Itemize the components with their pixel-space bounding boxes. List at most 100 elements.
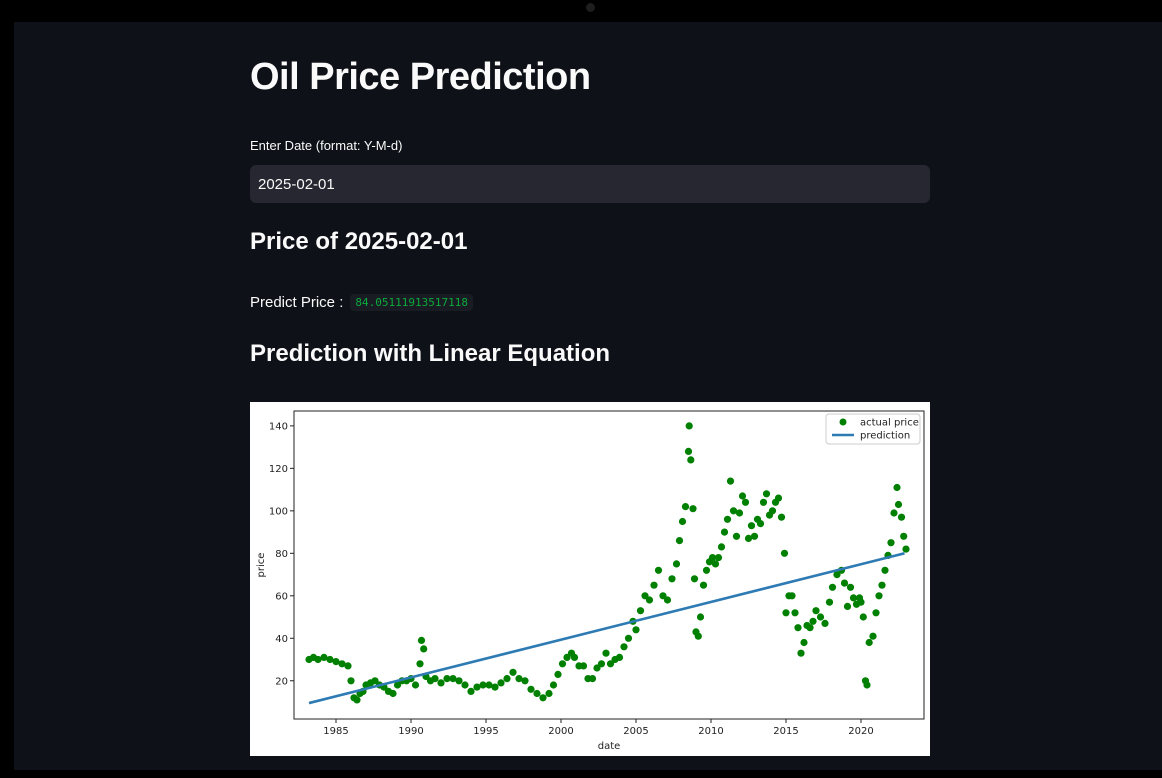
- data-point: [809, 617, 817, 625]
- data-point: [389, 689, 397, 698]
- data-point: [875, 592, 883, 600]
- data-point: [684, 447, 693, 455]
- data-point: [416, 660, 424, 668]
- data-point: [747, 522, 756, 530]
- data-point: [777, 513, 786, 521]
- data-point: [881, 566, 889, 574]
- data-point: [894, 500, 903, 509]
- data-point: [654, 566, 663, 574]
- data-point: [897, 513, 906, 521]
- data-point: [411, 681, 420, 689]
- y-axis: 20 40 60 80 100 120 140: [269, 421, 294, 687]
- data-point: [812, 607, 820, 615]
- data-point: [681, 503, 690, 511]
- data-point: [768, 507, 777, 515]
- data-point: [533, 689, 541, 698]
- data-point: [675, 537, 684, 545]
- date-input-label: Enter Date (format: Y-M-d): [250, 138, 403, 153]
- data-point: [738, 492, 747, 500]
- data-point: [641, 592, 649, 600]
- x-tick-label: 1985: [323, 726, 348, 737]
- data-point: [615, 653, 624, 661]
- data-point: [800, 638, 808, 647]
- data-point: [431, 675, 439, 683]
- data-point: [893, 483, 901, 492]
- data-point: [797, 649, 805, 657]
- data-point: [521, 677, 529, 685]
- data-point: [750, 532, 759, 540]
- data-point: [449, 675, 457, 683]
- data-point: [696, 613, 705, 621]
- chart-legend: actual price prediction: [825, 413, 921, 445]
- data-point: [687, 456, 695, 464]
- data-point: [816, 613, 825, 621]
- data-point: [455, 677, 463, 685]
- data-point: [554, 670, 562, 678]
- legend-frame: [825, 413, 921, 445]
- data-point: [711, 560, 720, 568]
- data-point: [527, 685, 535, 693]
- data-point: [821, 619, 829, 627]
- data-point: [732, 532, 741, 540]
- prediction-chart: 1985 1990 1995 2000 2005 2010 2015 2020 20 40 60 8…: [256, 410, 925, 752]
- data-point: [636, 607, 645, 615]
- plot-frame: [293, 410, 925, 720]
- data-point: [843, 602, 852, 610]
- page-title: Oil Price Prediction: [250, 56, 591, 98]
- data-point: [539, 694, 547, 702]
- data-point: [672, 560, 681, 568]
- data-point: [762, 490, 771, 498]
- y-tick-label: 20: [275, 676, 288, 687]
- data-point: [332, 658, 340, 666]
- data-point: [729, 507, 738, 515]
- data-point: [588, 675, 597, 683]
- data-point: [663, 596, 672, 604]
- data-point: [326, 655, 334, 664]
- data-point: [485, 681, 493, 689]
- y-axis-label: price: [256, 553, 267, 578]
- data-point: [314, 655, 322, 664]
- data-point: [563, 653, 571, 661]
- data-point: [549, 681, 558, 689]
- data-point: [597, 660, 606, 668]
- x-tick-label: 1995: [473, 726, 498, 737]
- data-point: [690, 575, 699, 583]
- data-point: [624, 634, 633, 642]
- legend-marker-actual: [839, 418, 847, 426]
- linear-heading: Prediction with Linear Equation: [250, 340, 611, 367]
- data-point: [320, 653, 328, 661]
- data-point: [780, 549, 789, 557]
- x-axis-label: date: [598, 741, 621, 752]
- data-point: [443, 675, 451, 683]
- data-point: [338, 660, 346, 668]
- x-tick-label: 2020: [848, 726, 873, 737]
- data-point: [659, 592, 667, 600]
- plot-layer: [305, 422, 910, 705]
- data-point: [579, 662, 588, 670]
- data-point: [685, 422, 693, 430]
- data-point: [714, 554, 723, 562]
- data-point: [473, 683, 481, 691]
- date-input[interactable]: [250, 165, 930, 203]
- y-tick-label: 80: [275, 549, 288, 560]
- data-point: [863, 681, 871, 689]
- data-point: [902, 545, 910, 553]
- data-point: [788, 592, 796, 600]
- legend-label-prediction: prediction: [860, 431, 910, 442]
- prediction-line: [308, 552, 905, 705]
- data-point: [650, 581, 658, 589]
- data-point: [774, 494, 783, 502]
- y-tick-label: 120: [269, 464, 288, 475]
- x-tick-label: 2000: [548, 726, 573, 737]
- app-window: Oil Price Prediction Enter Date (format:…: [14, 22, 1162, 770]
- data-point: [668, 575, 676, 583]
- data-point: [645, 596, 654, 604]
- data-point: [744, 534, 753, 542]
- data-point: [708, 554, 717, 562]
- camera-dot: [586, 3, 595, 12]
- data-point: [437, 679, 445, 687]
- data-point: [865, 638, 873, 647]
- data-point: [878, 581, 886, 589]
- data-point: [371, 677, 379, 685]
- y-tick-label: 40: [275, 634, 288, 645]
